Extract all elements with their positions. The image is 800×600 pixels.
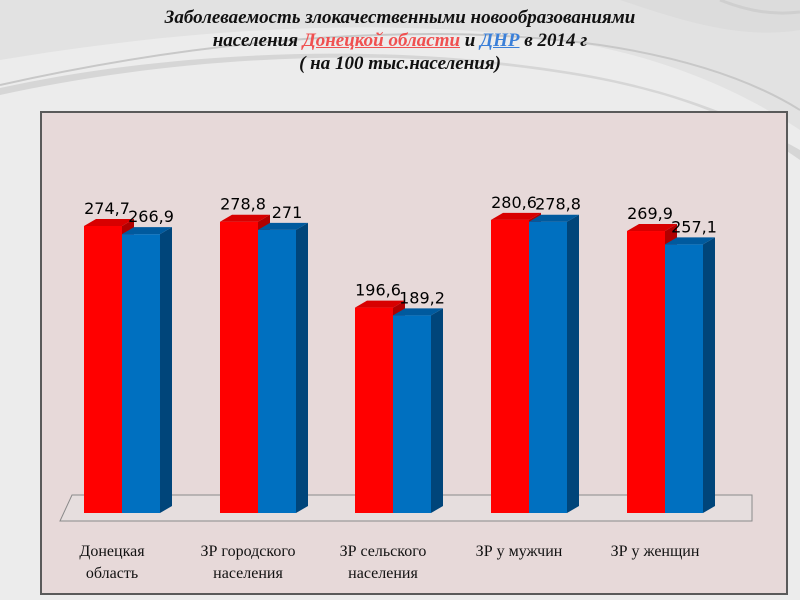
bar-series2-2-side [431,308,443,513]
bar-series2-2-front [393,315,431,513]
title-prefix: населения [212,30,298,51]
category-label-1-line-0: ЗР городского [201,543,296,560]
bar-series1-0-front [84,226,122,513]
bar-series2-3-top [529,214,579,222]
category-label-3-line-0: ЗР у мужчин [476,543,563,560]
data-label-series1-1: 278,8 [220,195,266,214]
data-label-series2-2: 189,2 [399,288,445,307]
bar-series1-4-top [627,224,677,232]
data-label-series2-1: 271 [272,203,303,222]
bar-series2-4-front [665,244,703,513]
bar-series2-1-top [258,222,308,230]
bar-series2-0-top [122,227,172,235]
bar-series2-4-side [703,237,715,513]
data-label-series2-0: 266,9 [128,207,174,226]
title-line-1: Заболеваемость злокачественными новообра… [164,7,636,28]
bar-series1-0-top [84,219,134,226]
bar-series2-1-side [296,222,308,513]
data-label-series2-4: 257,1 [671,217,717,236]
bar-series2-0-side [160,227,172,513]
bar-series2-1-front [258,229,296,513]
bar-series2-2-top [393,308,443,316]
category-label-2-line-1: населения [348,565,418,582]
chart-title: Заболеваемость злокачественными новообра… [0,6,800,75]
category-label-2-line-0: ЗР сельского [340,543,427,560]
data-label-series1-3: 280,6 [491,193,537,212]
data-label-series1-0: 274,7 [84,199,130,218]
bar-series2-0-front [122,234,160,513]
title-suffix: в 2014 г [524,30,588,51]
data-label-series2-3: 278,8 [535,195,581,214]
title-line-3: ( на 100 тыс.населения) [299,53,501,74]
bar-series1-4-front [627,231,665,513]
bar-series2-4-top [665,237,715,245]
bar-series2-3-side [567,214,579,513]
bar-series1-1-top [220,214,270,222]
category-label-0-line-0: Донецкая [79,543,145,560]
bar-series1-2-top [355,300,405,308]
bar-series1-3-front [491,219,529,513]
title-line-2: населения Донецкой области и ДНР в 2014 … [0,29,800,52]
category-label-4-line-0: ЗР у женщин [611,543,700,560]
chart-frame: 274,7 266,9 Донецкая область 278,8 271 ЗР горо… [40,111,788,595]
title-and: и [464,30,476,51]
category-label-1-line-1: населения [213,565,283,582]
bar-series2-3-front [529,221,567,513]
title-region-dnr: ДНР [480,30,520,51]
data-label-series1-2: 196,6 [355,281,401,300]
bar-series1-3-top [491,212,541,220]
bar-series1-1-front [220,221,258,513]
category-label-0-line-1: область [86,565,138,582]
data-label-series1-4: 269,9 [627,204,673,223]
bar-series1-2-front [355,307,393,513]
title-region-donetsk: Донецкой области [302,30,461,51]
